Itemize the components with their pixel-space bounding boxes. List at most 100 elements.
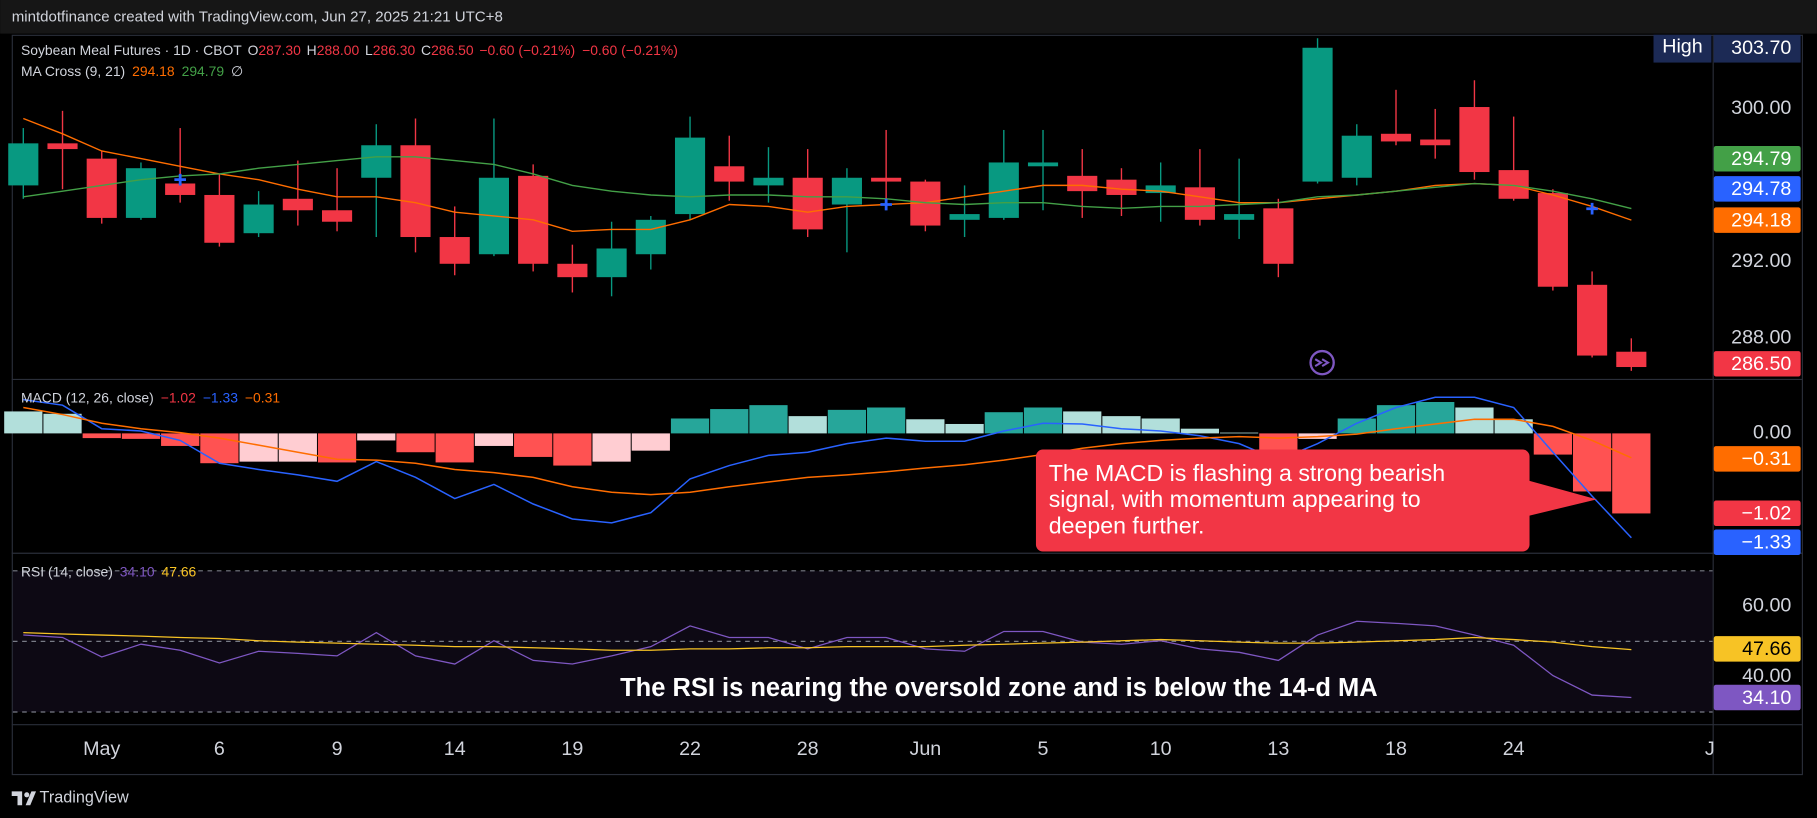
x-tick-label: 13 xyxy=(1267,738,1289,760)
candle-body xyxy=(1224,214,1255,220)
series-line xyxy=(23,631,1632,651)
legend-part: 287.30 xyxy=(258,42,301,58)
legend-part: 288.00 xyxy=(317,42,360,58)
histogram-bar xyxy=(553,433,592,466)
histogram-bar xyxy=(121,433,161,439)
value-tag-label: 294.18 xyxy=(1731,210,1791,232)
legend-part: 34.10 xyxy=(120,563,155,579)
rsi-band xyxy=(12,570,1713,713)
histogram-bar xyxy=(278,433,317,462)
legend: MACD (12, 26, close) −1.02 −1.33 −0.31 xyxy=(21,389,280,405)
histogram-bar xyxy=(1416,402,1455,434)
histogram-bar xyxy=(82,433,121,439)
series-line xyxy=(23,396,1632,539)
x-tick-label: 19 xyxy=(561,738,583,760)
y-tick-label: 300.00 xyxy=(1731,97,1791,119)
candle-body xyxy=(204,194,235,243)
histogram-bar xyxy=(474,433,514,446)
value-tag-label: 294.79 xyxy=(1731,148,1791,170)
value-tag xyxy=(1713,529,1801,555)
legend-part: RSI (14, close) xyxy=(21,563,113,579)
legend: Soybean Meal Futures · 1D · CBOT O287.30 H… xyxy=(21,42,678,58)
x-tick-label: 14 xyxy=(444,738,466,760)
value-tag-label: 47.66 xyxy=(1742,638,1791,660)
candle-body xyxy=(361,145,392,178)
callout-text: deepen further. xyxy=(1049,512,1205,538)
value-tag xyxy=(1713,207,1801,233)
histogram-bar xyxy=(1180,428,1220,434)
candle-body xyxy=(1106,179,1137,195)
histogram-bar xyxy=(749,405,788,434)
histogram-bar xyxy=(945,423,984,434)
candle-body xyxy=(714,166,745,182)
callout-text: signal, with momentum appearing to xyxy=(1049,486,1421,512)
series-line xyxy=(23,406,1632,496)
legend-part: H xyxy=(307,42,317,58)
candle-body xyxy=(753,177,784,186)
cross-marker xyxy=(174,173,186,186)
legend-part: O xyxy=(248,42,259,58)
legend-part: 47.66 xyxy=(162,563,197,579)
legend-part: Soybean Meal Futures · 1D · CBOT xyxy=(21,42,242,58)
histogram-bar xyxy=(1494,419,1533,434)
value-tag xyxy=(1713,636,1801,662)
value-tag-label: −1.33 xyxy=(1742,532,1792,554)
y-tick-label: 288.00 xyxy=(1731,327,1791,349)
histogram-bar xyxy=(1337,418,1376,434)
candle-body xyxy=(321,210,353,222)
x-tick-label: 28 xyxy=(797,738,819,760)
candle-body xyxy=(831,177,862,205)
candle-body xyxy=(1537,193,1568,287)
x-tick-label: 5 xyxy=(1038,738,1049,760)
candle-body xyxy=(1341,135,1372,178)
legend-part: −0.60 (−0.21%) xyxy=(582,42,678,58)
value-tag xyxy=(1713,446,1801,472)
legend-part: −0.60 (−0.21%) xyxy=(479,42,575,58)
histogram-bar xyxy=(906,419,945,434)
series-line xyxy=(23,620,1632,699)
candle-body xyxy=(400,145,431,238)
legend-part: −0.31 xyxy=(245,389,280,405)
candle-body xyxy=(635,219,666,255)
candle-body xyxy=(8,143,39,186)
candle-body xyxy=(47,143,78,150)
series-line xyxy=(23,156,1632,210)
x-tick-label: 24 xyxy=(1503,738,1525,760)
histogram-bar xyxy=(592,433,631,462)
value-tag xyxy=(1713,176,1801,202)
histogram-bar xyxy=(1063,411,1102,434)
histogram-bar xyxy=(317,433,357,463)
legend-part: 294.18 xyxy=(132,63,175,79)
candle-body xyxy=(165,183,196,195)
histogram-bar xyxy=(1533,433,1572,455)
histogram-bar xyxy=(710,409,749,434)
candle-body xyxy=(282,198,313,211)
x-tick-label: May xyxy=(83,738,120,760)
candle-body xyxy=(243,204,274,234)
histogram-bar xyxy=(670,418,710,434)
histogram-bar xyxy=(357,433,396,441)
cross-marker xyxy=(1586,202,1598,215)
histogram-bar xyxy=(788,416,827,434)
histogram-bar xyxy=(435,433,474,463)
rsi-annotation: The RSI is nearing the oversold zone and… xyxy=(620,674,1378,702)
x-tick-label: J xyxy=(1705,738,1715,760)
top-bar xyxy=(0,0,1817,34)
candle-body xyxy=(557,263,588,278)
histogram-bar xyxy=(631,433,670,451)
legend-part: L xyxy=(365,42,373,58)
histogram-bar xyxy=(984,412,1023,434)
value-tag xyxy=(1713,145,1801,172)
legend-part: 294.79 xyxy=(182,63,225,79)
value-tag xyxy=(1713,351,1801,377)
y-tick-label: 40.00 xyxy=(1742,665,1791,687)
tradingview-logo xyxy=(11,791,37,806)
header: mintdotfinance created with TradingView.… xyxy=(12,8,503,25)
value-tag xyxy=(1713,684,1801,711)
candle-body xyxy=(1420,139,1451,146)
histogram-bar xyxy=(1259,433,1298,451)
legend-part: 286.30 xyxy=(373,42,416,58)
candle-body xyxy=(792,177,823,230)
histogram-bar xyxy=(514,433,553,457)
